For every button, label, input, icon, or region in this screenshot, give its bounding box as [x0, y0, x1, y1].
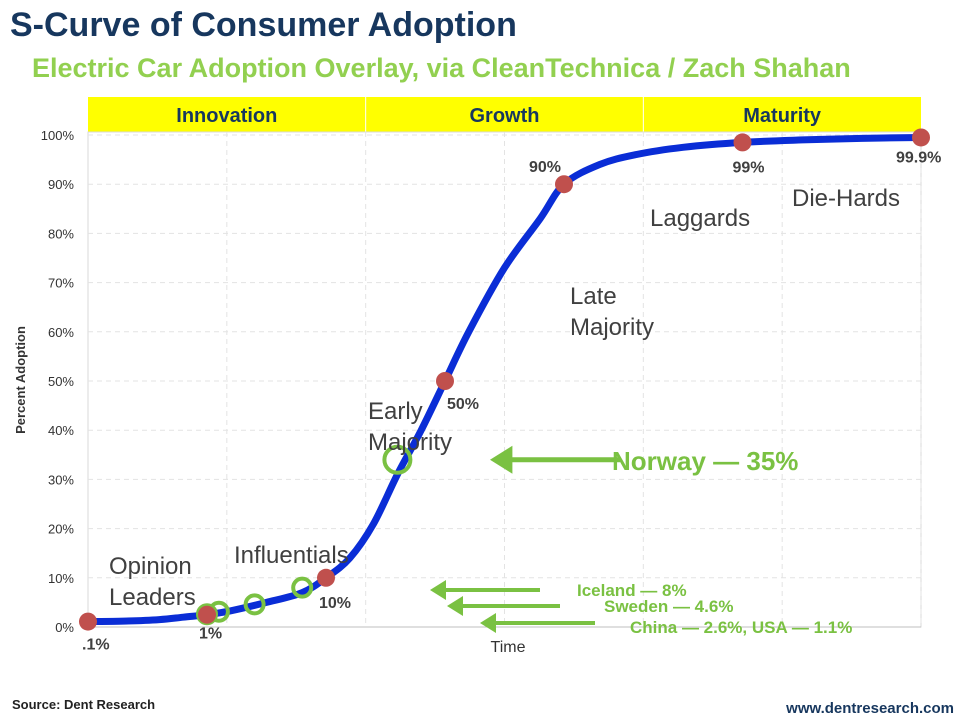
milestone-point	[555, 175, 573, 194]
milestone-label: 10%	[319, 595, 351, 612]
website-url: www.dentresearch.com	[786, 700, 954, 717]
milestone-label: 99%	[733, 159, 765, 176]
milestone-point	[79, 612, 97, 631]
phase-band	[88, 97, 366, 132]
phase-band	[365, 97, 644, 132]
x-axis-label: Time	[491, 639, 526, 656]
milestone-label: 1%	[199, 626, 222, 643]
milestone-point	[317, 568, 335, 587]
y-tick-label: 100%	[41, 128, 75, 143]
y-tick-label: 80%	[48, 226, 74, 241]
milestone-point	[436, 372, 454, 390]
segment-label: Late Majority	[570, 283, 654, 341]
phase-band	[643, 97, 921, 132]
country-label: China — 2.6%, USA — 1.1%	[630, 618, 852, 637]
y-tick-label: 10%	[48, 571, 74, 586]
y-tick-label: 60%	[48, 325, 74, 340]
milestone-label: .1%	[82, 637, 110, 654]
segment-label: Opinion Leaders	[109, 553, 196, 611]
y-tick-label: 20%	[48, 522, 74, 537]
country-arrow-head	[480, 613, 496, 633]
milestone-label: 90%	[529, 159, 561, 176]
source-note: Source: Dent Research	[12, 697, 156, 712]
phase-label-maturity: Maturity	[743, 105, 822, 127]
y-axis-label: Percent Adoption	[13, 326, 28, 434]
country-marker	[243, 593, 266, 616]
y-tick-label: 40%	[48, 423, 74, 438]
segment-label: Die-Hards	[792, 185, 900, 212]
country-marker	[291, 576, 314, 599]
phase-label-innovation: Innovation	[176, 105, 277, 127]
y-tick-label: 0%	[55, 620, 74, 635]
phase-label-growth: Growth	[470, 105, 540, 127]
country-label: Iceland — 8%	[577, 581, 687, 600]
country-arrow-head	[430, 580, 446, 600]
milestone-point	[733, 133, 752, 152]
country-marker	[382, 444, 413, 475]
segment-label: Early Majority	[368, 398, 452, 456]
y-tick-label: 50%	[48, 374, 74, 389]
milestone-label: 50%	[447, 396, 479, 413]
milestone-point	[912, 128, 930, 147]
milestone-label: 99.9%	[896, 149, 941, 166]
chart-subtitle: Electric Car Adoption Overlay, via Clean…	[32, 53, 851, 83]
y-tick-label: 30%	[48, 472, 74, 487]
country-label: Norway — 35%	[612, 446, 798, 476]
y-tick-label: 90%	[48, 177, 74, 192]
y-tick-label: 70%	[48, 276, 74, 291]
chart-title: S-Curve of Consumer Adoption	[10, 6, 517, 44]
country-arrow-head	[490, 445, 513, 474]
country-arrow-head	[447, 596, 463, 616]
segment-label: Influentials	[234, 542, 349, 569]
milestone-point	[198, 605, 216, 624]
country-label: Sweden — 4.6%	[604, 597, 733, 616]
segment-label: Laggards	[650, 205, 750, 232]
